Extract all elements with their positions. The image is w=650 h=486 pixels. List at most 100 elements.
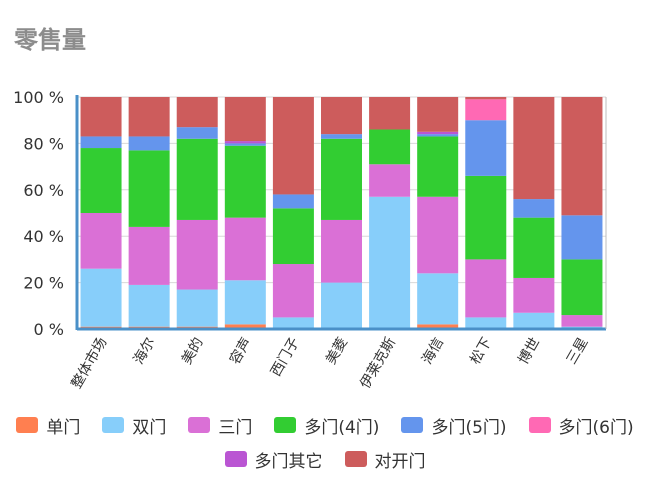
bar-segment[interactable] xyxy=(465,317,507,329)
x-tick-label: 西门子 xyxy=(268,335,303,379)
bar-segment[interactable] xyxy=(465,97,507,100)
bar-segment[interactable] xyxy=(224,324,266,329)
bar-segment[interactable] xyxy=(465,120,507,176)
bar-segment[interactable] xyxy=(272,208,314,265)
bar-segment[interactable] xyxy=(176,127,218,139)
legend-label: 多门(4门) xyxy=(304,417,380,438)
bar-segment[interactable] xyxy=(272,194,314,209)
bar-segment[interactable] xyxy=(513,277,555,313)
bar-segment[interactable] xyxy=(369,196,411,329)
bar-segment[interactable] xyxy=(561,97,603,216)
bar-segment[interactable] xyxy=(417,196,459,274)
bar-segment[interactable] xyxy=(272,317,314,329)
y-tick-label: 20 % xyxy=(23,274,64,293)
legend-label: 单门 xyxy=(46,417,81,438)
bar-segment[interactable] xyxy=(80,148,122,213)
legend-item[interactable]: 对开门 xyxy=(344,447,426,472)
legend-item[interactable]: 多门(4门) xyxy=(274,413,379,438)
stacked-bar-chart: 0 % 20 % 40 % 60 % 80 % 100 % 整体市场 海尔 美的 容声 西门子 美菱伊… xyxy=(13,88,607,392)
bar-segment[interactable] xyxy=(224,97,266,142)
y-tick-label: 0 % xyxy=(34,320,64,339)
bar-segment[interactable] xyxy=(176,289,218,327)
bar-segment[interactable] xyxy=(128,226,170,285)
bar-segment[interactable] xyxy=(224,145,266,218)
legend-swatch xyxy=(224,451,247,467)
x-tick-label: 海尔 xyxy=(131,335,159,367)
legend-row: 多门其它 对开门 xyxy=(0,442,650,476)
bar-segment[interactable] xyxy=(465,259,507,318)
legend-label: 多门(5门) xyxy=(431,417,507,438)
y-tick-label: 60 % xyxy=(23,181,64,200)
x-tick-label: 海信 xyxy=(419,335,447,367)
bar-segment[interactable] xyxy=(417,324,459,329)
bar-segment[interactable] xyxy=(272,97,314,195)
legend-item[interactable]: 三门 xyxy=(188,413,252,438)
bar-segment[interactable] xyxy=(224,141,266,144)
bar-segment[interactable] xyxy=(80,136,122,149)
x-tick-label: 美菱 xyxy=(323,335,351,367)
bar-segment[interactable] xyxy=(513,97,555,200)
bar-segment[interactable] xyxy=(321,97,362,135)
bar-segment[interactable] xyxy=(369,164,411,197)
bar-segment[interactable] xyxy=(128,97,170,137)
x-tick-label: 松下 xyxy=(467,335,495,367)
x-tick-label: 美的 xyxy=(179,335,207,367)
bar-segment[interactable] xyxy=(224,280,266,325)
bar-segment[interactable] xyxy=(224,143,266,146)
bar-segment[interactable] xyxy=(321,134,362,139)
bar-segment[interactable] xyxy=(417,136,459,197)
bar-segment[interactable] xyxy=(224,217,266,281)
legend-swatch xyxy=(344,451,367,467)
legend-item[interactable]: 多门(5门) xyxy=(401,413,507,438)
bar-segment[interactable] xyxy=(417,273,459,325)
bar-segment[interactable] xyxy=(321,219,362,283)
bar-segment[interactable] xyxy=(128,284,170,327)
bar-segment[interactable] xyxy=(176,219,218,290)
legend-label: 三门 xyxy=(218,417,253,438)
y-tick-label: 40 % xyxy=(23,227,64,246)
bar-segment[interactable] xyxy=(561,315,603,327)
legend-label: 对开门 xyxy=(374,451,426,472)
bar-segment[interactable] xyxy=(128,150,170,227)
legend-item[interactable]: 双门 xyxy=(102,413,166,438)
bar-segment[interactable] xyxy=(513,217,555,278)
legend: 单门 双门 三门 多门(4门) 多门(5门) 多门(6门) 多门其它 对开门 xyxy=(0,408,650,476)
bar-segment[interactable] xyxy=(561,259,603,316)
x-tick-label: 博世 xyxy=(515,335,544,368)
legend-swatch xyxy=(16,417,39,433)
bar-segment[interactable] xyxy=(465,99,507,121)
bar-segment[interactable] xyxy=(80,268,122,327)
legend-swatch xyxy=(528,417,551,433)
y-tick-label: 100 % xyxy=(13,88,64,107)
bar-segment[interactable] xyxy=(513,312,555,329)
bar-segment[interactable] xyxy=(272,264,314,318)
bar-segment[interactable] xyxy=(465,175,507,260)
bar-segment[interactable] xyxy=(80,213,122,269)
x-tick-label: 整体市场 xyxy=(68,335,111,392)
legend-item[interactable]: 多门其它 xyxy=(224,447,323,472)
x-tick-label: 三星 xyxy=(564,335,592,367)
bar-segment[interactable] xyxy=(417,134,459,137)
bar-segment[interactable] xyxy=(176,97,218,128)
bar-segment[interactable] xyxy=(369,129,411,165)
bar-segment[interactable] xyxy=(80,97,122,137)
chart-title: 零售量 xyxy=(14,26,86,54)
bar-segment[interactable] xyxy=(513,199,555,218)
legend-swatch xyxy=(102,417,125,433)
bar-segment[interactable] xyxy=(321,282,362,329)
y-tick-label: 80 % xyxy=(23,134,64,153)
legend-swatch xyxy=(401,417,424,433)
legend-swatch xyxy=(274,417,297,433)
x-tick-label: 容声 xyxy=(226,335,255,368)
legend-item[interactable]: 单门 xyxy=(16,413,80,438)
bar-segment[interactable] xyxy=(369,97,411,130)
bar-segment[interactable] xyxy=(417,97,459,132)
bar-segment[interactable] xyxy=(176,138,218,220)
legend-label: 双门 xyxy=(132,417,167,438)
bar-segment[interactable] xyxy=(417,131,459,135)
legend-row: 单门 双门 三门 多门(4门) 多门(5门) 多门(6门) xyxy=(0,408,650,442)
bar-segment[interactable] xyxy=(128,136,170,151)
bar-segment[interactable] xyxy=(561,215,603,260)
bar-segment[interactable] xyxy=(321,138,362,220)
legend-item[interactable]: 多门(6门) xyxy=(528,413,634,438)
